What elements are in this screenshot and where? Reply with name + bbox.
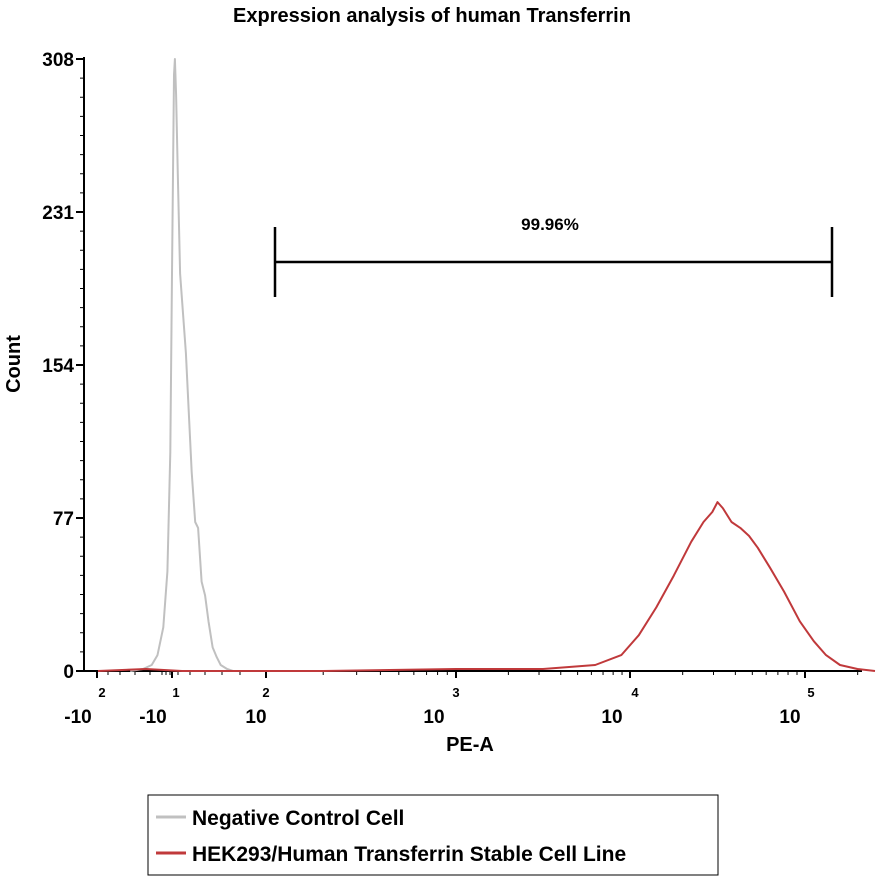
x-tick-label-base: 10 [423, 707, 444, 728]
y-tick-label: 231 [42, 203, 74, 224]
legend-label: Negative Control Cell [192, 807, 404, 830]
x-tick-label-exponent: 2 [262, 685, 269, 700]
series-layer [97, 58, 876, 672]
series-line-2 [97, 501, 876, 672]
x-tick-label-exponent: 3 [452, 685, 459, 700]
x-tick-label-exponent: 4 [631, 685, 639, 700]
x-tick-label-base: 10 [245, 707, 266, 728]
y-tick-label: 0 [63, 662, 74, 683]
x-tick-label-exponent: 1 [172, 685, 179, 700]
y-ticks: 0 77 154 231 308 [42, 50, 84, 683]
legend-entries: Negative Control Cell HEK293/Human Transf… [156, 807, 626, 866]
legend-box [147, 794, 719, 876]
x-tick-label-exponent: 2 [98, 685, 105, 700]
x-tick-label-base: -10 [139, 707, 166, 728]
legend: Negative Control Cell HEK293/Human Transf… [147, 794, 719, 876]
x-axis-title: PE-A [446, 734, 494, 756]
x-tick-label-exponent: 5 [807, 685, 814, 700]
gate-percentage-label: 99.96% [521, 215, 579, 234]
y-tick-label: 154 [42, 356, 74, 377]
series-line-1 [130, 58, 251, 672]
x-tick-label-base: 10 [601, 707, 622, 728]
y-tick-label: 77 [53, 509, 74, 530]
x-ticks: -10 2 -10 1 10 2 10 3 10 4 10 5 [64, 671, 815, 728]
y-minor-ticks [80, 77, 84, 653]
gate-bracket: 99.96% [273, 215, 834, 297]
x-tick-label-base: -10 [64, 707, 91, 728]
chart-title: Expression analysis of human Transferrin [233, 5, 631, 27]
y-axis-title: Count [3, 335, 25, 393]
y-tick-label: 308 [42, 50, 74, 71]
x-tick-label-base: 10 [779, 707, 800, 728]
legend-label: HEK293/Human Transferrin Stable Cell Lin… [192, 843, 626, 866]
